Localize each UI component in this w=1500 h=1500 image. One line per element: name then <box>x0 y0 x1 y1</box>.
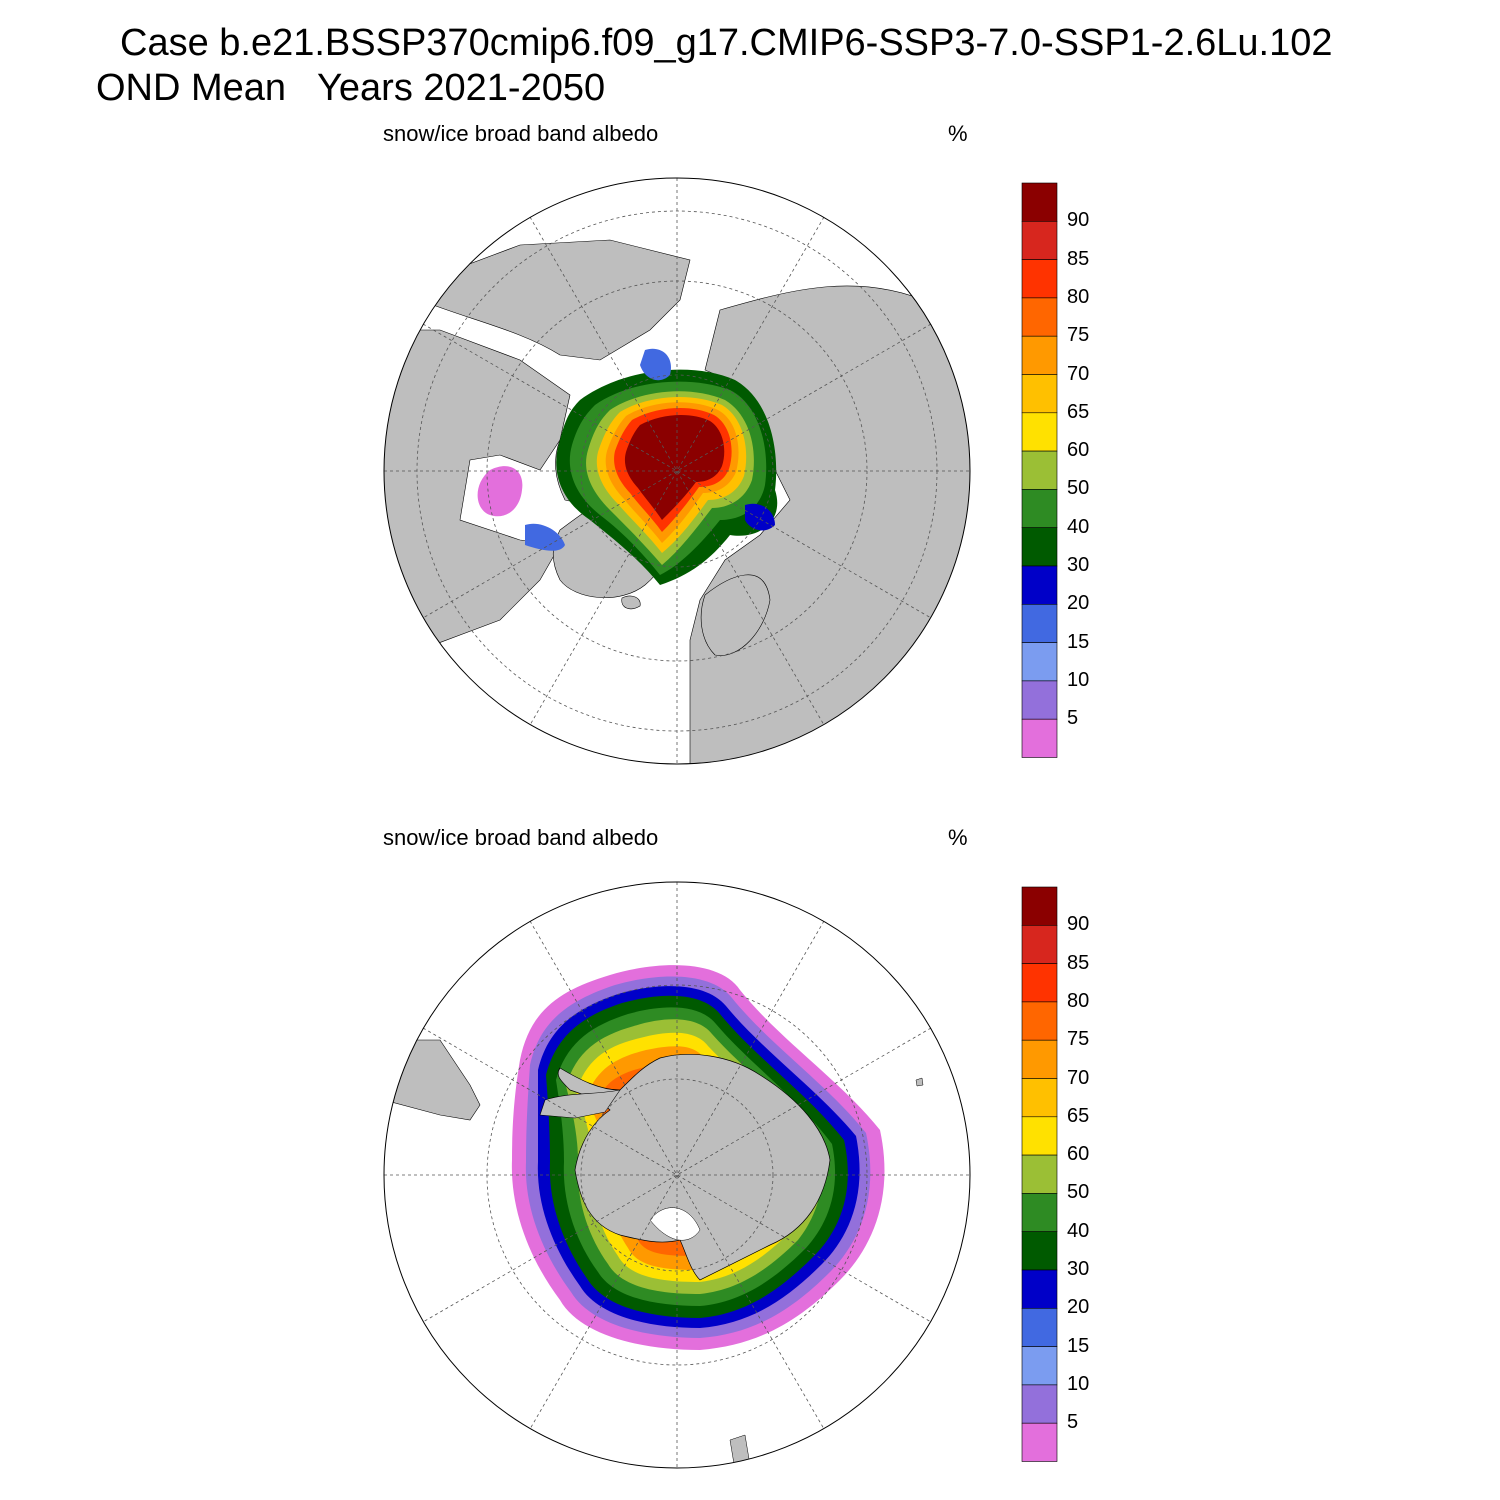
south-colorbar-box <box>1021 1422 1058 1462</box>
south-colorbar-label: 65 <box>1067 1104 1090 1127</box>
south-colorbar-box <box>1021 1308 1058 1347</box>
south-colorbar-label: 15 <box>1067 1334 1090 1357</box>
north-colorbar-label: 5 <box>1067 707 1079 730</box>
north-colorbar-box <box>1021 374 1058 414</box>
south-colorbar-box <box>1021 963 1058 1003</box>
north-colorbar-label: 40 <box>1067 515 1090 538</box>
north-colorbar-box <box>1021 221 1058 260</box>
south-colorbar-box <box>1021 1193 1058 1233</box>
period-title: OND Mean Years 2021-2050 <box>96 67 606 109</box>
south-colorbar-label: 20 <box>1067 1296 1090 1319</box>
south-colorbar-label: 5 <box>1067 1411 1079 1434</box>
south-colorbar-box <box>1021 1231 1058 1271</box>
north-colorbar-box <box>1021 489 1058 528</box>
south-polar-map <box>383 881 971 1469</box>
north-colorbar-box <box>1021 603 1058 643</box>
north-colorbar-label: 50 <box>1067 477 1090 500</box>
south-panel-units: % <box>948 825 968 850</box>
north-colorbar-box <box>1021 718 1058 758</box>
north-colorbar-box <box>1021 642 1058 682</box>
south-panel-variable: snow/ice broad band albedo <box>383 825 659 850</box>
south-colorbar-box <box>1021 886 1058 926</box>
north-sea-ice <box>477 348 778 585</box>
north-colorbar-label: 80 <box>1067 285 1090 308</box>
south-colorbar-label: 50 <box>1067 1181 1090 1204</box>
south-colorbar-label: 70 <box>1067 1066 1090 1089</box>
south-colorbar-box <box>1021 1039 1058 1079</box>
north-colorbar-label: 90 <box>1067 209 1090 232</box>
north-colorbar-label: 30 <box>1067 554 1090 576</box>
south-map-border <box>383 881 971 1469</box>
south-colorbar-box <box>1021 1116 1058 1156</box>
south-colorbar-box <box>1021 1154 1058 1194</box>
north-colorbar-box <box>1021 565 1058 605</box>
south-colorbar-label: 30 <box>1067 1258 1090 1280</box>
north-colorbar-box <box>1021 259 1058 299</box>
north-colorbar-label: 75 <box>1067 324 1090 347</box>
south-colorbar-box <box>1021 1269 1058 1309</box>
north-colorbar-label: 85 <box>1067 247 1090 270</box>
north-colorbar-box <box>1021 450 1058 490</box>
south-colorbar-label: 85 <box>1067 951 1090 974</box>
north-colorbar-label: 70 <box>1067 362 1090 385</box>
south-graticule <box>384 882 970 1468</box>
south-colorbar-label: 10 <box>1067 1372 1090 1395</box>
north-panel-units: % <box>948 121 968 146</box>
south-colorbar-label: 90 <box>1067 913 1090 936</box>
north-colorbar-label: 65 <box>1067 400 1090 423</box>
south-colorbar-box <box>1021 1001 1058 1041</box>
north-colorbar-box <box>1021 297 1058 337</box>
north-map-border <box>383 177 971 765</box>
south-colorbar-label: 40 <box>1067 1219 1090 1242</box>
north-colorbar-box <box>1021 182 1058 222</box>
north-colorbar-label: 60 <box>1067 439 1090 462</box>
north-panel-variable: snow/ice broad band albedo <box>383 121 659 146</box>
south-colorbar-box <box>1021 1078 1058 1118</box>
north-colorbar <box>1021 182 1058 758</box>
south-colorbar-box <box>1021 1346 1058 1386</box>
north-colorbar-box <box>1021 527 1058 567</box>
case-title: Case b.e21.BSSP370cmip6.f09_g17.CMIP6-SS… <box>120 22 1333 64</box>
north-polar-map <box>383 177 971 765</box>
south-colorbar-box <box>1021 924 1058 964</box>
north-colorbar-label: 15 <box>1067 630 1090 653</box>
north-colorbar-box <box>1021 412 1058 452</box>
south-colorbar-label: 80 <box>1067 989 1090 1012</box>
north-graticule <box>384 178 970 764</box>
south-colorbar-label: 60 <box>1067 1143 1090 1166</box>
south-colorbar <box>1021 886 1058 1462</box>
north-colorbar-label: 10 <box>1067 668 1090 691</box>
south-colorbar-label: 75 <box>1067 1028 1090 1051</box>
north-colorbar-label: 20 <box>1067 592 1090 615</box>
north-colorbar-box <box>1021 335 1058 375</box>
north-colorbar-box <box>1021 680 1058 720</box>
south-colorbar-box <box>1021 1384 1058 1424</box>
